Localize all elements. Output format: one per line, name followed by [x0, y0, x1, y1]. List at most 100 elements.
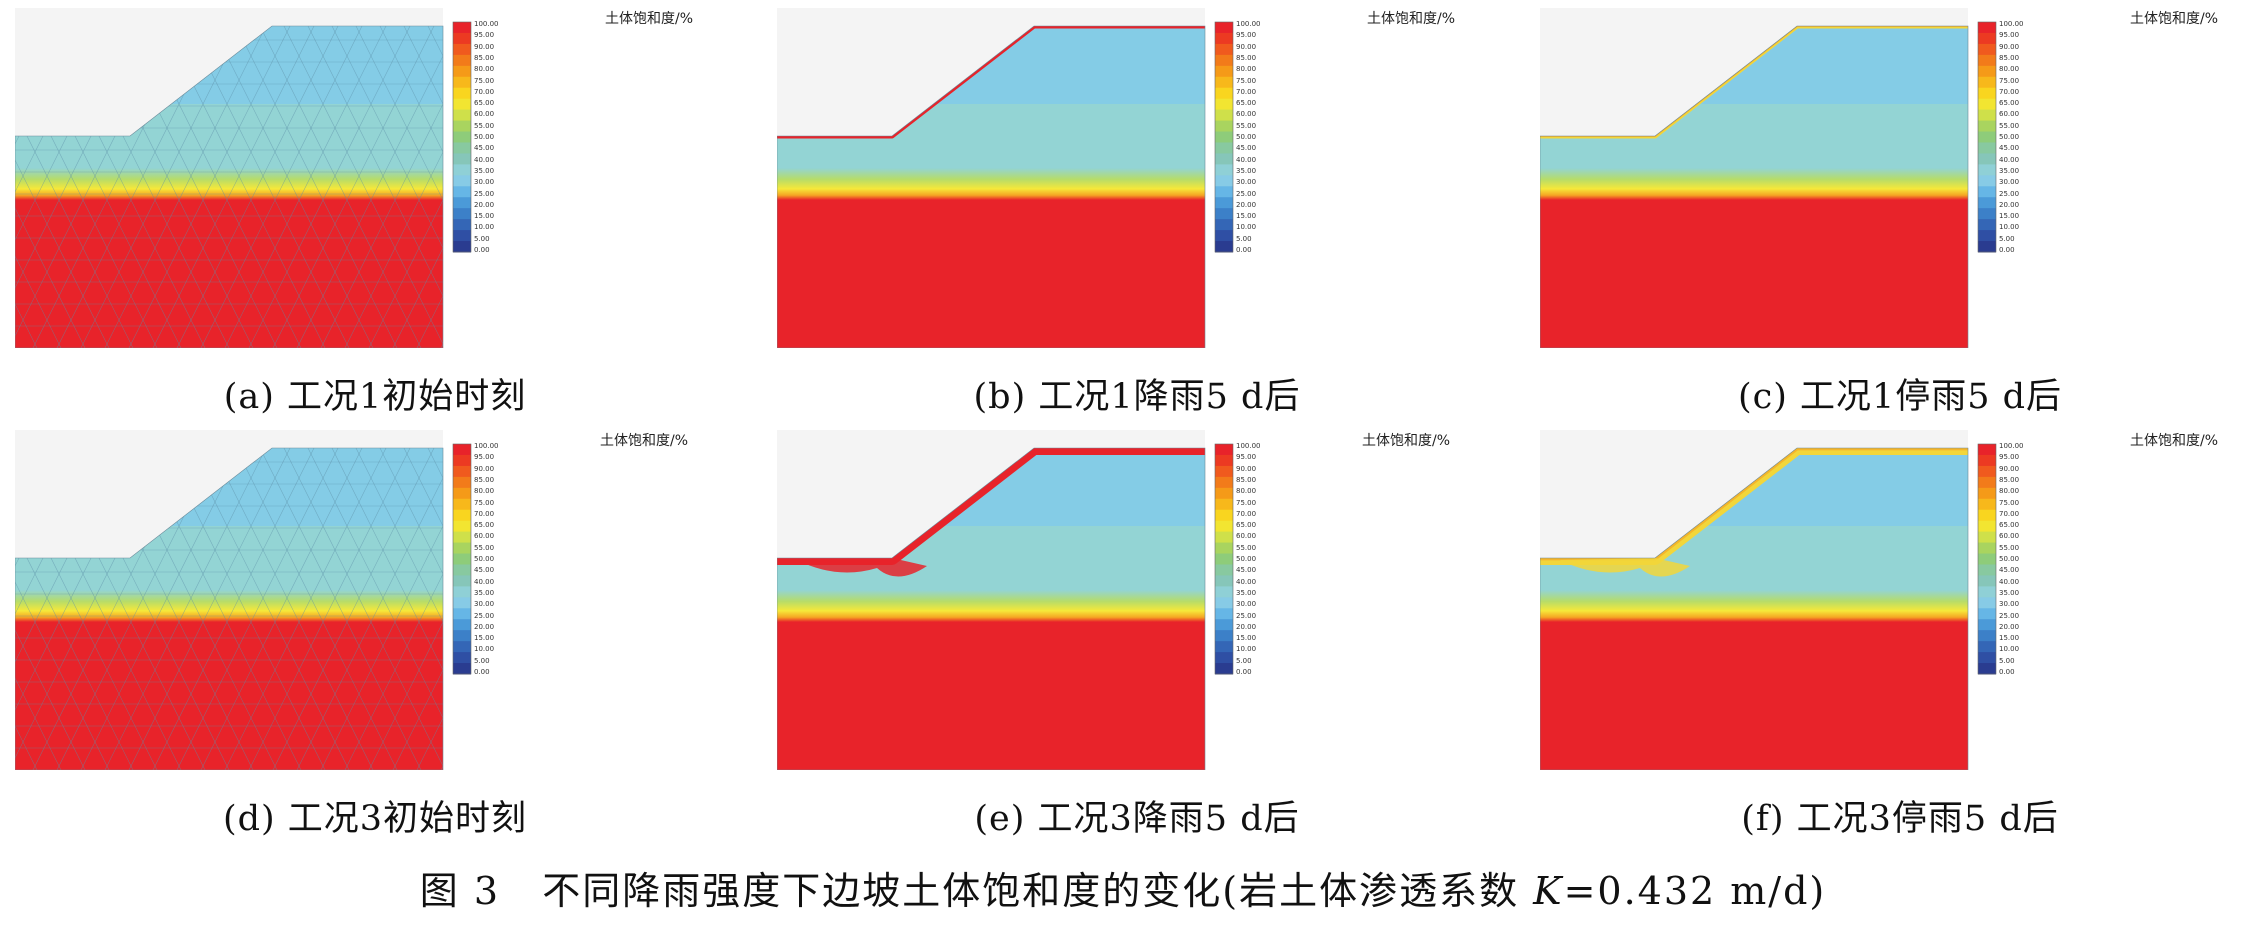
mesh-line	[274, 448, 443, 770]
mesh-line	[707, 8, 735, 348]
colorbar-tick-label: 15.00	[1999, 212, 2020, 221]
colorbar-swatch	[453, 241, 471, 253]
colorbar-tick-label: 25.00	[1236, 611, 1257, 620]
mesh-line	[15, 448, 62, 770]
colorbar-tick-label: 30.00	[474, 600, 495, 609]
mesh-line	[224, 26, 396, 348]
colorbar-swatch	[453, 76, 471, 89]
colorbar-tick-label: 80.00	[1999, 65, 2020, 74]
colorbar-swatch	[453, 454, 471, 467]
mesh-line	[200, 448, 372, 770]
colorbar-tick-label: 45.00	[1236, 566, 1257, 575]
mesh-line	[176, 448, 348, 770]
colorbar-swatch	[1978, 164, 1996, 176]
panel-f: 土体饱和度/% 100.00 95.00 90.00 85.00 80.00 75.00 7…	[1540, 430, 2246, 820]
colorbar-title: 土体饱和度/%	[2130, 433, 2219, 449]
colorbar-tick-label: 0.00	[1236, 668, 1252, 676]
colorbar-swatch	[1978, 619, 1996, 631]
colorbar-tick-label: 55.00	[474, 543, 495, 552]
colorbar-swatch	[1978, 131, 1996, 143]
colorbar-tick-label: 65.00	[474, 521, 495, 530]
colorbar-tick-label: 0.00	[474, 246, 490, 254]
colorbar-tick-label: 15.00	[474, 212, 495, 221]
mesh-line	[15, 448, 86, 770]
caption-e: (e) 工况3降雨5 d后	[974, 799, 1300, 839]
mesh-line	[707, 430, 735, 770]
colorbar-swatch	[1978, 98, 1996, 111]
mesh-line	[635, 8, 735, 348]
mesh-line	[152, 448, 324, 770]
colorbar-tick-label: 60.00	[474, 532, 495, 541]
mesh-line	[80, 448, 252, 770]
colorbar-tick-label: 15.00	[474, 634, 495, 643]
colorbar-swatch	[453, 663, 471, 675]
wetting-pocket	[797, 558, 927, 577]
colorbar-tick-label: 5.00	[1236, 656, 1252, 665]
colorbar-tick-label: 10.00	[1999, 645, 2020, 654]
colorbar-swatch	[1215, 520, 1233, 533]
colorbar-tick-label: 0.00	[474, 668, 490, 676]
colorbar-tick-label: 100.00	[474, 20, 499, 28]
colorbar-tick-label: 30.00	[1999, 178, 2020, 187]
colorbar-swatch	[1215, 641, 1233, 653]
colorbar-swatch	[1215, 54, 1233, 67]
slope-plot-d	[15, 430, 735, 770]
colorbar-tick-label: 75.00	[1236, 76, 1257, 85]
colorbar-swatch	[1215, 509, 1233, 522]
colorbar-tick-label: 40.00	[474, 155, 495, 164]
colorbar-title: 土体饱和度/%	[600, 433, 689, 449]
colorbar-tick-label: 35.00	[474, 588, 495, 597]
colorbar-swatch	[453, 208, 471, 220]
transition-band	[777, 590, 1205, 622]
colorbar-swatch	[453, 498, 471, 511]
mesh-line	[394, 26, 443, 348]
colorbar-swatch	[453, 98, 471, 111]
mesh-line	[15, 26, 110, 348]
colorbar-tick-label: 0.00	[1999, 668, 2015, 676]
colorbar-tick-label: 70.00	[1999, 87, 2020, 96]
mesh-line	[322, 448, 443, 770]
slope-plot-c	[1540, 8, 1997, 348]
mesh-line	[248, 448, 420, 770]
mesh-line	[344, 448, 443, 770]
colorbar-tick-label: 45.00	[1999, 144, 2020, 153]
colorbar-tick-label: 55.00	[474, 121, 495, 130]
colorbar-tick-label: 35.00	[1999, 588, 2020, 597]
mesh-line	[394, 448, 443, 770]
colorbar-swatch	[1978, 465, 1996, 478]
colorbar-swatch	[453, 487, 471, 500]
mesh-line	[15, 26, 86, 348]
colorbar-tick-label: 95.00	[1236, 453, 1257, 462]
colorbar	[452, 21, 472, 253]
mesh-line	[202, 26, 374, 348]
colorbar-tick-label: 20.00	[1236, 622, 1257, 631]
panel-a: 土体饱和度/% 100.00 95.00 90.00 85.00 80.00 75.00 7…	[15, 8, 735, 398]
mesh-line	[561, 430, 731, 770]
colorbar-title: 土体饱和度/%	[2130, 11, 2219, 27]
colorbar-title: 土体饱和度/%	[1367, 11, 1456, 27]
mesh-line	[537, 8, 707, 348]
colorbar-title: 土体饱和度/%	[1362, 433, 1451, 449]
colorbar-swatch	[1215, 597, 1233, 609]
colorbar-tick-label: 70.00	[1236, 509, 1257, 518]
mesh-line	[585, 8, 735, 348]
colorbar-tick-label: 20.00	[1999, 622, 2020, 631]
colorbar-swatch	[1215, 498, 1233, 511]
mesh-line	[392, 26, 443, 348]
colorbar-swatch	[1978, 498, 1996, 511]
colorbar-tick-label: 55.00	[1236, 543, 1257, 552]
colorbar-tick-label: 70.00	[474, 87, 495, 96]
colorbar-tick-label: 20.00	[474, 200, 495, 209]
transition-band	[15, 168, 443, 200]
colorbar-tick-label: 75.00	[1236, 498, 1257, 507]
colorbar-swatch	[1978, 208, 1996, 220]
colorbar-tick-label: 50.00	[474, 133, 495, 141]
mesh-line	[537, 430, 707, 770]
colorbar-swatch	[1215, 241, 1233, 253]
caption-f: (f) 工况3停雨5 d后	[1741, 799, 2059, 839]
saturated-layer	[15, 622, 443, 770]
colorbar-tick-label: 20.00	[1236, 200, 1257, 209]
colorbar-tick-label: 95.00	[474, 453, 495, 462]
transition-band	[777, 168, 1205, 200]
colorbar-swatch	[1215, 564, 1233, 576]
